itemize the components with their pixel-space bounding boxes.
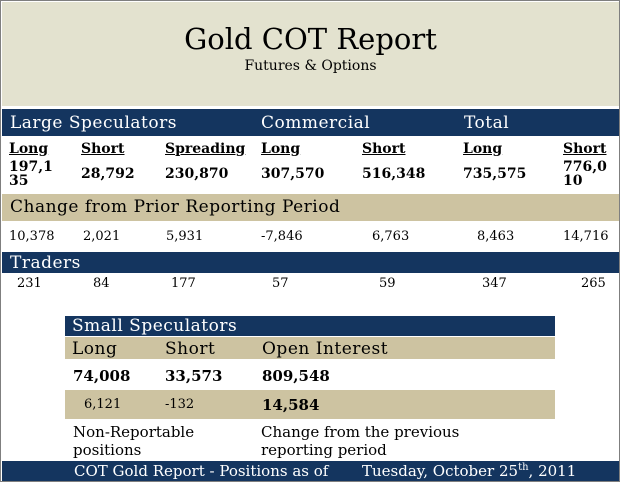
small-long-value: 74,008 bbox=[73, 367, 131, 385]
traders-comm-short: 59 bbox=[379, 276, 396, 291]
small-short-change: -132 bbox=[165, 397, 195, 412]
open-interest-change: 14,584 bbox=[262, 396, 320, 414]
traders-comm-long: 57 bbox=[272, 276, 289, 291]
report-title: Gold COT Report bbox=[184, 22, 437, 56]
small-speculators-heading: Small Speculators bbox=[72, 316, 238, 336]
small-short-label: Short bbox=[165, 339, 216, 359]
report-subtitle: Futures & Options bbox=[244, 58, 377, 74]
change-spec-short: 2,021 bbox=[83, 229, 121, 244]
large-groups-band: Large Speculators Commercial Total bbox=[2, 109, 619, 136]
total-short-label: Short bbox=[563, 141, 607, 157]
small-labels-band: Long Short Open Interest bbox=[65, 337, 555, 359]
total-heading: Total bbox=[464, 113, 510, 133]
footer-date: Tuesday, October 25th, 2011 bbox=[362, 462, 576, 480]
comm-short-label: Short bbox=[362, 141, 406, 157]
change-total-long: 8,463 bbox=[477, 229, 515, 244]
change-note: Change from the previous reporting perio… bbox=[261, 423, 460, 459]
report-header: Gold COT Report Futures & Options bbox=[2, 2, 619, 106]
open-interest-label: Open Interest bbox=[262, 339, 389, 359]
spec-long-value: 197,1 35 bbox=[9, 159, 53, 189]
small-long-change: 6,121 bbox=[84, 397, 122, 412]
traders-spreading: 177 bbox=[171, 276, 196, 291]
spec-long-label: Long bbox=[9, 141, 49, 157]
comm-short-value: 516,348 bbox=[362, 166, 426, 182]
non-reportable-note: Non-Reportable positions bbox=[73, 423, 195, 459]
open-interest-value: 809,548 bbox=[262, 367, 330, 385]
report-footer: COT Gold Report - Positions as of Tuesda… bbox=[2, 461, 619, 481]
spec-short-label: Short bbox=[81, 141, 125, 157]
traders-spec-short: 84 bbox=[93, 276, 110, 291]
change-comm-short: 6,763 bbox=[372, 229, 410, 244]
comm-long-label: Long bbox=[261, 141, 301, 157]
spec-short-value: 28,792 bbox=[81, 166, 135, 182]
change-spreading: 5,931 bbox=[166, 229, 204, 244]
traders-total-long: 347 bbox=[482, 276, 507, 291]
total-short-value: 776,0 10 bbox=[563, 159, 607, 189]
small-change-band: 6,121 -132 14,584 bbox=[65, 390, 555, 419]
total-long-value: 735,575 bbox=[463, 166, 527, 182]
footer-prefix: COT Gold Report - Positions as of bbox=[74, 462, 329, 480]
spreading-value: 230,870 bbox=[165, 166, 229, 182]
change-band: Change from Prior Reporting Period bbox=[2, 194, 619, 221]
small-speculators-band: Small Speculators bbox=[65, 316, 555, 336]
traders-total-short: 265 bbox=[581, 276, 606, 291]
traders-heading: Traders bbox=[10, 253, 81, 273]
footer-day: Tuesday, October 25 bbox=[362, 462, 519, 480]
change-heading: Change from Prior Reporting Period bbox=[10, 197, 341, 217]
footer-year: , 2011 bbox=[528, 462, 577, 480]
total-long-label: Long bbox=[463, 141, 503, 157]
change-comm-long: -7,846 bbox=[261, 229, 303, 244]
small-short-value: 33,573 bbox=[165, 367, 223, 385]
spreading-label: Spreading bbox=[165, 141, 246, 157]
small-long-label: Long bbox=[72, 339, 118, 359]
footer-suffix: th bbox=[518, 462, 529, 473]
traders-band: Traders bbox=[2, 252, 619, 273]
comm-long-value: 307,570 bbox=[261, 166, 325, 182]
change-total-short: 14,716 bbox=[563, 229, 609, 244]
traders-spec-long: 231 bbox=[17, 276, 42, 291]
change-spec-long: 10,378 bbox=[9, 229, 55, 244]
commercial-heading: Commercial bbox=[261, 113, 371, 133]
large-speculators-heading: Large Speculators bbox=[10, 113, 177, 133]
